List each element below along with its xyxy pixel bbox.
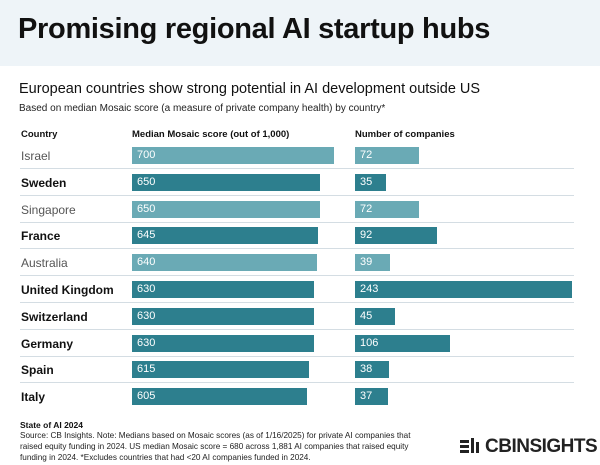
row-divider (20, 221, 574, 223)
companies-value-label: 92 (360, 229, 373, 242)
companies-bar: 72 (355, 147, 420, 164)
column-header-companies: Number of companies (355, 129, 455, 140)
companies-bar: 35 (355, 173, 387, 191)
score-value-label: 640 (137, 256, 156, 269)
score-bar: 645 (132, 227, 319, 245)
row-divider (20, 168, 574, 169)
companies-value-label: 72 (360, 202, 373, 215)
score-bar: 650 (132, 200, 320, 218)
score-value-label: 650 (137, 175, 156, 188)
country-label: Sweden (21, 175, 67, 190)
country-label: United Kingdom (21, 283, 114, 297)
footer-title: State of AI 2024 (20, 420, 83, 430)
row-divider (20, 328, 574, 330)
score-value-label: 645 (137, 229, 156, 242)
companies-bar: 243 (355, 281, 572, 298)
score-bar: 630 (132, 334, 314, 352)
header-band: Promising regional AI startup hubs (0, 0, 600, 66)
companies-bar: 106 (355, 334, 450, 352)
country-label: Germany (21, 336, 74, 351)
row-divider (20, 194, 574, 196)
score-value-label: 630 (137, 336, 156, 349)
cb-logo-icon (460, 438, 482, 460)
logo-text: CBINSIGHTS (485, 436, 598, 457)
table-row: Australia 640 39 (0, 251, 600, 278)
country-label: Italy (21, 390, 46, 405)
row-divider (20, 302, 574, 303)
companies-bar: 72 (355, 200, 420, 218)
row-divider (20, 382, 574, 384)
country-label: Israel (21, 149, 51, 163)
companies-value-label: 243 (360, 283, 379, 295)
companies-value-label: 39 (360, 256, 373, 269)
table-row: United Kingdom 630 243 (0, 278, 600, 305)
score-value-label: 650 (137, 202, 156, 215)
score-value-label: 605 (137, 390, 156, 403)
score-bar: 650 (132, 173, 320, 191)
companies-bar: 38 (355, 361, 389, 379)
cbinsights-logo: CBINSIGHTS (460, 436, 598, 460)
column-header-score: Median Mosaic score (out of 1,000) (132, 129, 290, 140)
chart-title: Promising regional AI startup hubs (18, 13, 491, 45)
score-bar: 605 (132, 388, 307, 406)
score-bar: 630 (132, 307, 314, 325)
table-row: Israel 700 72 (0, 144, 600, 171)
companies-bar: 37 (355, 388, 389, 406)
companies-bar: 39 (355, 254, 390, 272)
footer-line: Source: CB Insights. Note: Medians based… (20, 431, 411, 440)
companies-bar: 45 (355, 307, 396, 325)
score-value-label: 700 (137, 149, 156, 161)
score-bar: 640 (132, 254, 317, 272)
score-bar: 700 (132, 147, 334, 164)
table-row: Singapore 650 72 (0, 198, 600, 225)
table-row: Spain 615 38 (0, 358, 600, 385)
country-label: Switzerland (21, 309, 88, 324)
row-divider (20, 248, 574, 250)
row-divider (20, 355, 574, 357)
footer-line: raised equity funding in 2024. US median… (20, 442, 409, 451)
row-divider (20, 275, 574, 277)
score-value-label: 630 (137, 309, 156, 322)
table-row: Italy 605 37 (0, 385, 600, 412)
chart-subtitle: European countries show strong potential… (19, 81, 481, 97)
chart-note: Based on median Mosaic score (a measure … (19, 103, 386, 114)
score-bar: 615 (132, 361, 310, 379)
score-value-label: 615 (137, 363, 156, 376)
companies-value-label: 37 (360, 390, 373, 403)
companies-value-label: 38 (360, 363, 373, 376)
table-row: Sweden 650 35 (0, 171, 600, 198)
footer-line: funding in 2024. *Excludes countries tha… (20, 453, 311, 462)
companies-value-label: 45 (360, 309, 373, 322)
companies-value-label: 35 (360, 175, 373, 188)
companies-value-label: 72 (360, 149, 373, 161)
table-row: Switzerland 630 45 (0, 305, 600, 332)
score-bar: 630 (132, 281, 314, 298)
table-row: France 645 92 (0, 224, 600, 251)
country-label: Spain (21, 363, 54, 378)
companies-value-label: 106 (360, 336, 379, 349)
country-label: Singapore (21, 202, 76, 217)
table-row: Germany 630 106 (0, 332, 600, 359)
column-header-country: Country (21, 129, 58, 140)
companies-bar: 92 (355, 227, 438, 245)
country-label: Australia (21, 256, 68, 271)
score-value-label: 630 (137, 283, 156, 295)
country-label: France (21, 229, 61, 244)
